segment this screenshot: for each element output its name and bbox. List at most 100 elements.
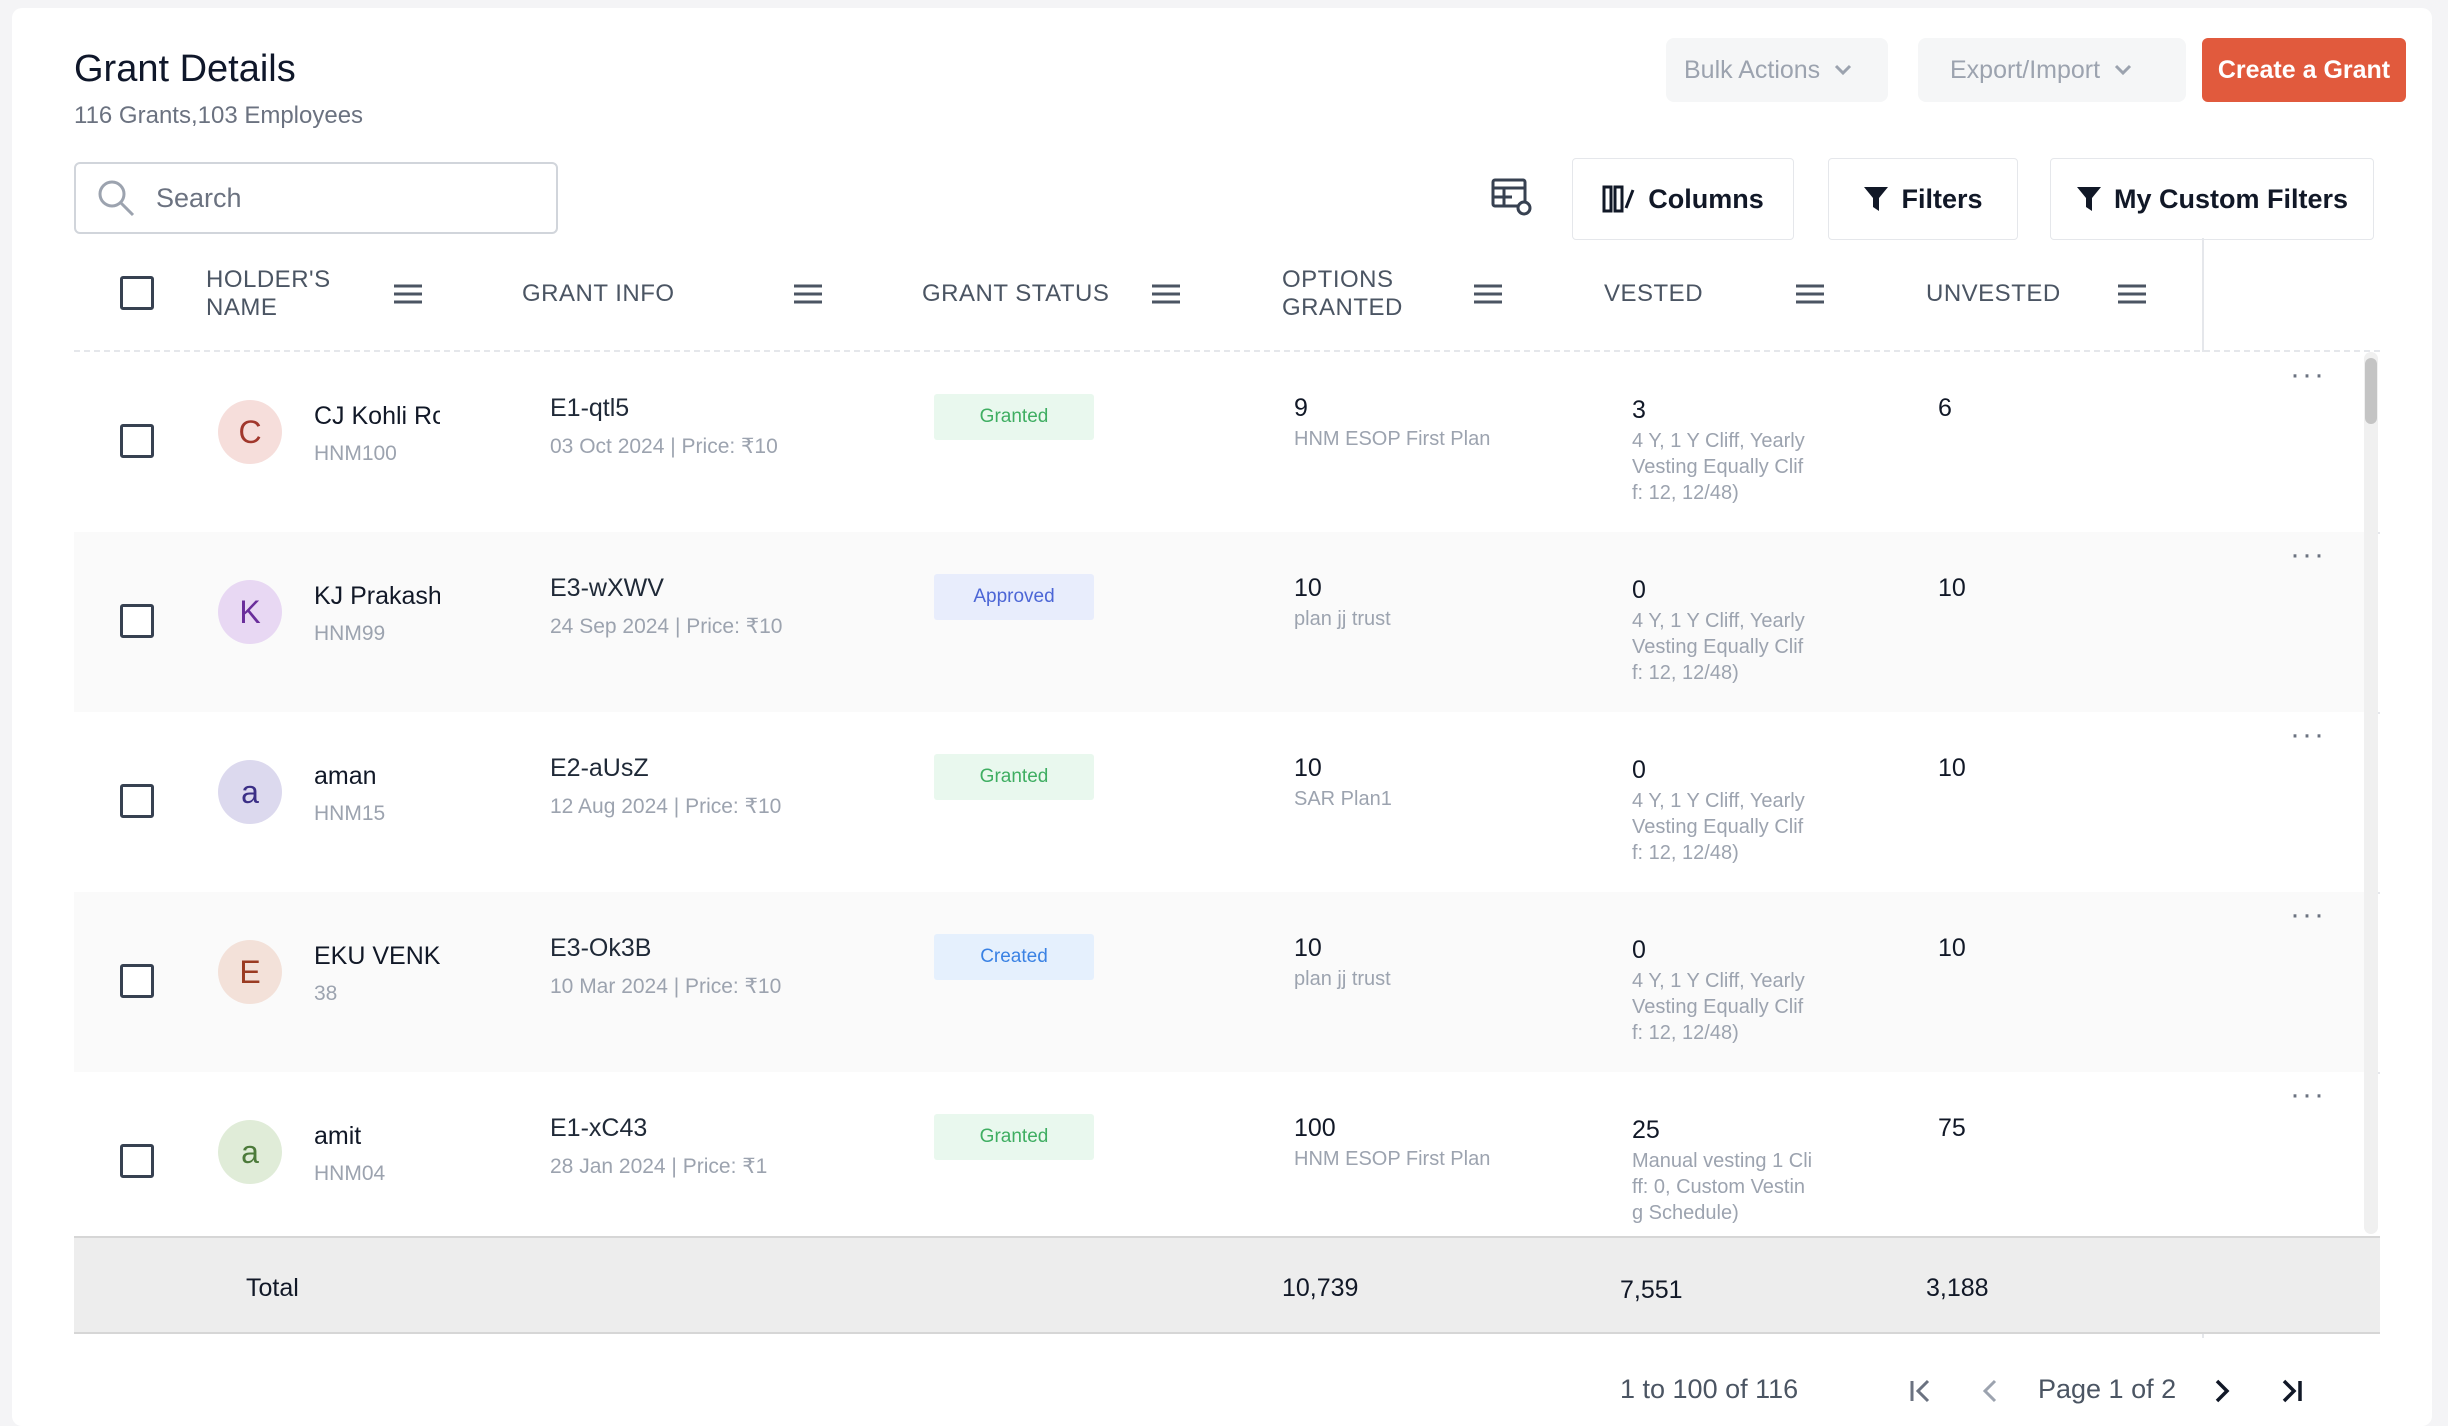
- grant-date-price: 12 Aug 2024 | Price: ₹10: [550, 795, 782, 818]
- vested-count: 0: [1632, 576, 1646, 604]
- grant-date-price: 10 Mar 2024 | Price: ₹10: [550, 975, 782, 998]
- grant-id[interactable]: E3-wXWV: [550, 574, 664, 602]
- total-row: [74, 1236, 2380, 1334]
- options-granted: 10: [1294, 934, 1322, 962]
- columns-button[interactable]: Columns: [1572, 158, 1794, 240]
- chevron-down-icon: [2115, 64, 2132, 76]
- column-menu-icon[interactable]: [794, 284, 822, 304]
- avatar: C: [218, 400, 282, 464]
- grant-id[interactable]: E3-Ok3B: [550, 934, 652, 962]
- page-subtitle: 116 Grants,103 Employees: [74, 102, 364, 129]
- row-more-icon[interactable]: ···: [2290, 1078, 2326, 1111]
- previous-page-icon[interactable]: [1976, 1376, 2006, 1406]
- plan-name: plan jj trust: [1294, 608, 1391, 630]
- custom-filters-button[interactable]: My Custom Filters: [2050, 158, 2374, 240]
- holder-name[interactable]: KJ Prakash: [314, 582, 440, 610]
- vested-count: 3: [1632, 396, 1646, 424]
- unvested-count: 75: [1938, 1114, 1966, 1142]
- grant-id[interactable]: E2-aUsZ: [550, 754, 649, 782]
- row-checkbox[interactable]: [120, 964, 154, 998]
- options-granted: 100: [1294, 1114, 1336, 1142]
- grant-date-price: 28 Jan 2024 | Price: ₹1: [550, 1155, 768, 1178]
- row-checkbox[interactable]: [120, 424, 154, 458]
- row-more-icon[interactable]: ···: [2290, 358, 2326, 391]
- options-granted: 10: [1294, 754, 1322, 782]
- scrollbar-thumb[interactable]: [2365, 358, 2377, 424]
- select-all-checkbox[interactable]: [120, 276, 154, 310]
- next-page-icon[interactable]: [2206, 1376, 2236, 1406]
- total-unvested: 3,188: [1926, 1274, 1989, 1302]
- grant-id[interactable]: E1-xC43: [550, 1114, 648, 1142]
- vertical-scrollbar[interactable]: [2364, 352, 2378, 1234]
- holder-code: HNM100: [314, 442, 397, 465]
- grant-details-card: Grant Details 116 Grants,103 Employees B…: [12, 8, 2432, 1426]
- holder-name[interactable]: EKU VENKA: [314, 942, 440, 970]
- search-icon: [98, 180, 135, 217]
- holder-name[interactable]: amit: [314, 1122, 362, 1150]
- column-header-vested[interactable]: VESTED: [1604, 280, 1704, 307]
- filters-button[interactable]: Filters: [1828, 158, 2018, 240]
- column-header-options-granted[interactable]: OPTIONS GRANTED: [1282, 266, 1403, 321]
- column-menu-icon[interactable]: [1152, 284, 1180, 304]
- export-import-button[interactable]: Export/Import: [1918, 38, 2186, 102]
- total-label: Total: [246, 1274, 299, 1302]
- search-input[interactable]: [154, 181, 538, 215]
- export-import-label: Export/Import: [1950, 55, 2101, 84]
- vested-count: 0: [1632, 756, 1646, 784]
- row-more-icon[interactable]: ···: [2290, 718, 2326, 751]
- holder-code: HNM04: [314, 1162, 386, 1185]
- vesting-schedule: Manual vesting 1 Cli ff: 0, Custom Vesti…: [1632, 1150, 1813, 1224]
- column-header-unvested[interactable]: UNVESTED: [1926, 280, 2061, 307]
- holder-name[interactable]: CJ Kohli Rc: [314, 402, 440, 430]
- status-badge: Created: [934, 934, 1094, 980]
- vesting-schedule: 4 Y, 1 Y Cliff, Yearly Vesting Equally C…: [1632, 610, 1805, 684]
- vesting-schedule: 4 Y, 1 Y Cliff, Yearly Vesting Equally C…: [1632, 970, 1805, 1044]
- table-settings-icon[interactable]: [1490, 174, 1540, 224]
- vesting-schedule: 4 Y, 1 Y Cliff, Yearly Vesting Equally C…: [1632, 790, 1805, 864]
- avatar: a: [218, 1120, 282, 1184]
- column-header-grant-info[interactable]: GRANT INFO: [522, 280, 675, 307]
- first-page-icon[interactable]: [1906, 1376, 1936, 1406]
- column-menu-icon[interactable]: [1474, 284, 1502, 304]
- column-header-grant-status[interactable]: GRANT STATUS: [922, 280, 1110, 307]
- column-header-holder[interactable]: HOLDER'S NAME: [206, 266, 331, 321]
- plan-name: HNM ESOP First Plan: [1294, 428, 1491, 450]
- unvested-count: 6: [1938, 394, 1952, 422]
- table-row[interactable]: C CJ Kohli Rc HNM100 E1-qtl5 03 Oct 2024…: [74, 352, 2364, 532]
- filter-icon: [2076, 187, 2101, 211]
- table-row[interactable]: K KJ Prakash HNM99 E3-wXWV 24 Sep 2024 |…: [74, 532, 2364, 712]
- pagination-range: 1 to 100 of 116: [1620, 1374, 1799, 1404]
- holder-code: 38: [314, 982, 338, 1005]
- chevron-down-icon: [1835, 64, 1852, 76]
- row-checkbox[interactable]: [120, 604, 154, 638]
- avatar: a: [218, 760, 282, 824]
- row-more-icon[interactable]: ···: [2290, 538, 2326, 571]
- column-menu-icon[interactable]: [2118, 284, 2146, 304]
- table-row[interactable]: a amit HNM04 E1-xC43 28 Jan 2024 | Price…: [74, 1072, 2364, 1252]
- create-grant-button[interactable]: Create a Grant: [2202, 38, 2406, 102]
- options-granted: 10: [1294, 574, 1322, 602]
- page-indicator: Page 1 of 2: [2038, 1374, 2177, 1404]
- bulk-actions-button[interactable]: Bulk Actions: [1666, 38, 1888, 102]
- table-row[interactable]: a aman HNM15 E2-aUsZ 12 Aug 2024 | Price…: [74, 712, 2364, 892]
- column-menu-icon[interactable]: [1796, 284, 1824, 304]
- unvested-count: 10: [1938, 934, 1966, 962]
- row-more-icon[interactable]: ···: [2290, 898, 2326, 931]
- table-row[interactable]: E EKU VENKA 38 E3-Ok3B 10 Mar 2024 | Pri…: [74, 892, 2364, 1072]
- last-page-icon[interactable]: [2276, 1376, 2306, 1406]
- grant-id[interactable]: E1-qtl5: [550, 394, 630, 422]
- status-badge: Granted: [934, 1114, 1094, 1160]
- holder-code: HNM99: [314, 622, 386, 645]
- plan-name: HNM ESOP First Plan: [1294, 1148, 1491, 1170]
- unvested-count: 10: [1938, 574, 1966, 602]
- column-menu-icon[interactable]: [394, 284, 422, 304]
- columns-label: Columns: [1648, 183, 1764, 214]
- holder-name[interactable]: aman: [314, 762, 377, 790]
- filters-label: Filters: [1901, 183, 1983, 214]
- row-checkbox[interactable]: [120, 1144, 154, 1178]
- total-options: 10,739: [1282, 1274, 1359, 1302]
- status-badge: Approved: [934, 574, 1094, 620]
- plan-name: SAR Plan1: [1294, 788, 1392, 810]
- vested-count: 0: [1632, 936, 1646, 964]
- row-checkbox[interactable]: [120, 784, 154, 818]
